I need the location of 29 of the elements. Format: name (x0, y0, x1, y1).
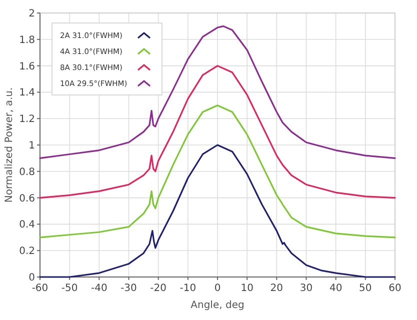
y-tick-label: 1.2 (19, 114, 35, 126)
x-tick-label: 40 (329, 283, 342, 294)
y-tick-label: 1.8 (19, 34, 35, 46)
x-tick-label: 50 (359, 283, 372, 294)
x-tick-label: 10 (240, 283, 254, 294)
x-tick-label: 30 (300, 283, 313, 294)
y-tick-label: 1.6 (19, 61, 35, 72)
x-tick-label: -10 (180, 283, 196, 294)
x-axis-title: Angle, deg (190, 300, 244, 311)
y-tick-label: 0 (28, 272, 35, 284)
y-tick-label: 0.8 (19, 166, 35, 178)
line-series (39, 104, 396, 238)
y-tick-label: 2 (28, 8, 35, 20)
line-series (39, 25, 396, 159)
x-tick-label: -50 (61, 283, 78, 294)
x-tick-label: 0 (214, 283, 221, 294)
y-tick-label: 0.6 (19, 193, 35, 204)
x-tick-label: 60 (388, 283, 402, 294)
y-axis-title: Normalized Power, a.u. (4, 87, 15, 203)
y-tick-label: 0.2 (19, 246, 35, 258)
x-tick-label: -40 (90, 283, 108, 294)
y-tick-label: 0.4 (19, 220, 35, 231)
y-tick-label: 1.4 (19, 88, 35, 99)
x-tick-label: 20 (270, 283, 284, 294)
y-tick-label: 1 (28, 140, 35, 152)
x-tick-label: -20 (150, 283, 167, 294)
x-tick-label: -60 (32, 283, 48, 294)
line-series (39, 65, 396, 199)
x-tick-label: -30 (120, 283, 137, 294)
